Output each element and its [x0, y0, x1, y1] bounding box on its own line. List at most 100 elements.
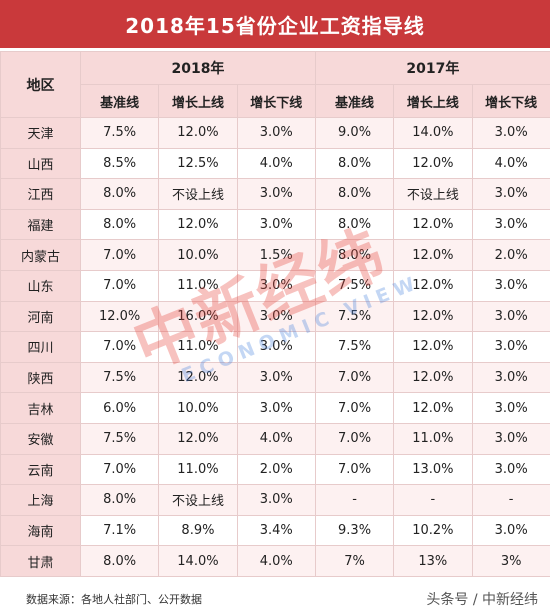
table-row: 吉林 6.0% 10.0% 3.0% 7.0% 12.0% 3.0% — [0, 392, 550, 424]
baseline-2017-cell: 8.0% — [314, 147, 395, 180]
upper-2018-cell: 11.0% — [158, 331, 238, 363]
lower-2017-cell: 3.0% — [471, 300, 550, 333]
lower-2018-cell: 3.0% — [236, 331, 316, 363]
upper-2017-cell: 12.0% — [393, 269, 473, 302]
region-cell: 海南 — [0, 514, 81, 547]
lower-2017-cell: 3.0% — [471, 269, 550, 302]
baseline-2018-cell: 8.0% — [79, 545, 160, 577]
upper-2018-cell: 不设上线 — [158, 484, 238, 516]
baseline-2017-cell: 7% — [314, 545, 395, 577]
baseline-2018-cell: 8.0% — [79, 484, 160, 516]
baseline-2018-cell: 7.0% — [79, 331, 160, 363]
upper-2017-cell: 11.0% — [393, 422, 473, 455]
lower-2018-cell: 1.5% — [236, 239, 316, 271]
table-row: 四川 7.0% 11.0% 3.0% 7.5% 12.0% 3.0% — [0, 331, 550, 363]
lower-2018-cell: 3.0% — [236, 361, 316, 394]
baseline-2018-cell: 7.5% — [79, 422, 160, 455]
region-header: 地区 — [0, 51, 81, 118]
lower-2017-cell: 3% — [471, 545, 550, 577]
baseline-2018-cell: 7.0% — [79, 239, 160, 271]
upper-2018-cell: 不设上线 — [158, 178, 238, 210]
upper-2018-cell: 12.0% — [158, 422, 238, 455]
wage-guideline-table: 地区 2018年 2017年 基准线 增长上线 增长下线 基准线 增长上线 增长… — [0, 51, 550, 577]
upper-2018-cell: 10.0% — [158, 392, 238, 424]
region-cell: 上海 — [0, 484, 81, 516]
table-row: 内蒙古 7.0% 10.0% 1.5% 8.0% 12.0% 2.0% — [0, 239, 550, 271]
table-row: 安徽 7.5% 12.0% 4.0% 7.0% 11.0% 3.0% — [0, 422, 550, 455]
lower-2017-cell: 3.0% — [471, 361, 550, 394]
lower-2017-cell: 3.0% — [471, 422, 550, 455]
region-cell: 安徽 — [0, 422, 81, 455]
upper-2018-cell: 16.0% — [158, 300, 238, 333]
region-cell: 山西 — [0, 147, 81, 180]
region-cell: 甘肃 — [0, 545, 81, 577]
baseline-2017-cell: 7.5% — [314, 331, 395, 363]
baseline-2017-cell: 7.5% — [314, 269, 395, 302]
upper-2018-cell: 12.0% — [158, 117, 238, 149]
col-header-lower-2018: 增长下线 — [236, 84, 316, 118]
table-row: 江西 8.0% 不设上线 3.0% 8.0% 不设上线 3.0% — [0, 178, 550, 210]
year-header-2018: 2018年 — [80, 51, 316, 85]
region-cell: 山东 — [0, 269, 81, 302]
table-row: 河南 12.0% 16.0% 3.0% 7.5% 12.0% 3.0% — [0, 300, 550, 333]
upper-2017-cell: 12.0% — [393, 239, 473, 271]
table-row: 山西 8.5% 12.5% 4.0% 8.0% 12.0% 4.0% — [0, 147, 550, 180]
footer: 数据来源：各地人社部门、公开数据 头条号 / 中新经纬 — [0, 581, 550, 616]
lower-2017-cell: 3.0% — [471, 178, 550, 210]
lower-2018-cell: 3.0% — [236, 117, 316, 149]
lower-2018-cell: 3.0% — [236, 300, 316, 333]
upper-2017-cell: 12.0% — [393, 392, 473, 424]
baseline-2018-cell: 12.0% — [79, 300, 160, 333]
region-cell: 福建 — [0, 208, 81, 241]
lower-2017-cell: - — [471, 484, 550, 516]
col-header-baseline-2018: 基准线 — [79, 84, 160, 118]
baseline-2018-cell: 8.0% — [79, 178, 160, 210]
table-row: 海南 7.1% 8.9% 3.4% 9.3% 10.2% 3.0% — [0, 514, 550, 547]
upper-2017-cell: 12.0% — [393, 208, 473, 241]
baseline-2017-cell: 9.3% — [314, 514, 395, 547]
table-row: 山东 7.0% 11.0% 3.0% 7.5% 12.0% 3.0% — [0, 269, 550, 302]
lower-2017-cell: 3.0% — [471, 331, 550, 363]
region-cell: 内蒙古 — [0, 239, 81, 271]
upper-2018-cell: 11.0% — [158, 269, 238, 302]
upper-2017-cell: 10.2% — [393, 514, 473, 547]
upper-2018-cell: 11.0% — [158, 453, 238, 486]
upper-2017-cell: 12.0% — [393, 331, 473, 363]
lower-2017-cell: 4.0% — [471, 147, 550, 180]
lower-2018-cell: 3.0% — [236, 208, 316, 241]
baseline-2017-cell: - — [314, 484, 395, 516]
baseline-2017-cell: 7.0% — [314, 392, 395, 424]
lower-2018-cell: 4.0% — [236, 545, 316, 577]
lower-2018-cell: 2.0% — [236, 453, 316, 486]
col-header-lower-2017: 增长下线 — [471, 84, 550, 118]
region-cell: 天津 — [0, 117, 81, 149]
table-row: 福建 8.0% 12.0% 3.0% 8.0% 12.0% 3.0% — [0, 208, 550, 241]
upper-2018-cell: 12.0% — [158, 208, 238, 241]
lower-2018-cell: 3.0% — [236, 484, 316, 516]
col-header-baseline-2017: 基准线 — [314, 84, 395, 118]
table-body: 天津 7.5% 12.0% 3.0% 9.0% 14.0% 3.0% 山西 8.5% 12.5% 4… — [0, 117, 550, 577]
baseline-2017-cell: 7.0% — [314, 361, 395, 394]
upper-2017-cell: 13% — [393, 545, 473, 577]
lower-2018-cell: 3.0% — [236, 392, 316, 424]
col-header-upper-2017: 增长上线 — [393, 84, 473, 118]
baseline-2017-cell: 8.0% — [314, 239, 395, 271]
baseline-2018-cell: 8.0% — [79, 208, 160, 241]
baseline-2018-cell: 6.0% — [79, 392, 160, 424]
baseline-2017-cell: 8.0% — [314, 208, 395, 241]
upper-2017-cell: 13.0% — [393, 453, 473, 486]
lower-2018-cell: 4.0% — [236, 147, 316, 180]
baseline-2018-cell: 7.5% — [79, 117, 160, 149]
region-cell: 河南 — [0, 300, 81, 333]
lower-2017-cell: 3.0% — [471, 392, 550, 424]
region-cell: 云南 — [0, 453, 81, 486]
table-row: 陕西 7.5% 12.0% 3.0% 7.0% 12.0% 3.0% — [0, 361, 550, 394]
upper-2018-cell: 8.9% — [158, 514, 238, 547]
upper-2017-cell: - — [393, 484, 473, 516]
lower-2017-cell: 3.0% — [471, 453, 550, 486]
upper-2018-cell: 12.0% — [158, 361, 238, 394]
baseline-2017-cell: 7.0% — [314, 422, 395, 455]
page-title: 2018年15省份企业工资指导线 — [0, 0, 550, 48]
lower-2018-cell: 3.0% — [236, 178, 316, 210]
upper-2018-cell: 10.0% — [158, 239, 238, 271]
